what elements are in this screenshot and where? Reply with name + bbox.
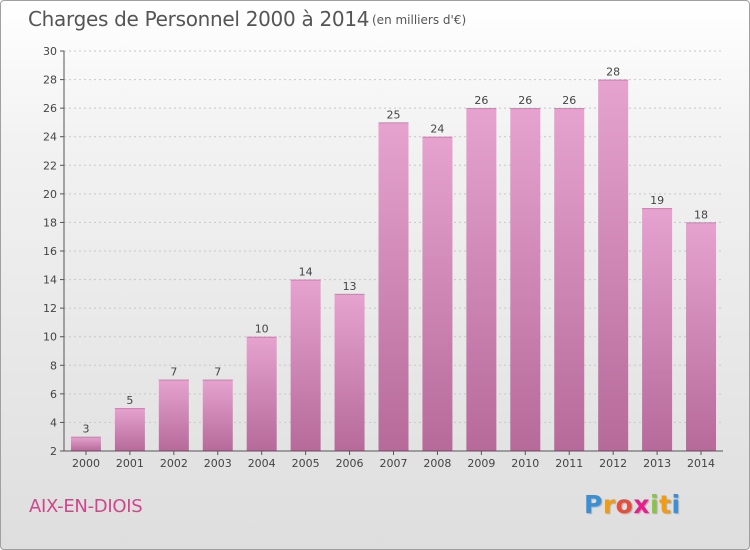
x-tick-label: 2001 xyxy=(116,457,144,470)
logo-letter: P xyxy=(584,490,603,519)
data-label: 25 xyxy=(387,108,401,121)
chart-title: Charges de Personnel 2000 à 2014 xyxy=(28,7,370,31)
data-label: 13 xyxy=(343,280,357,293)
bar xyxy=(554,108,585,452)
data-label: 28 xyxy=(606,66,620,79)
bar xyxy=(598,79,629,452)
x-tick-label: 2007 xyxy=(380,457,408,470)
logo-letter: x xyxy=(633,490,650,519)
data-label: 3 xyxy=(82,423,89,436)
y-tick-label: 4 xyxy=(50,416,57,429)
logo-letter: t xyxy=(659,490,672,519)
y-tick-label: 14 xyxy=(43,274,57,287)
y-tick-label: 8 xyxy=(50,359,57,372)
x-tick-label: 2008 xyxy=(423,457,451,470)
x-tick-label: 2002 xyxy=(160,457,188,470)
data-label: 26 xyxy=(518,94,532,107)
data-label: 26 xyxy=(474,94,488,107)
data-label: 18 xyxy=(694,208,708,221)
y-tick-label: 16 xyxy=(43,245,57,258)
bar xyxy=(422,136,453,451)
y-tick-label: 28 xyxy=(43,74,57,87)
data-label: 24 xyxy=(430,123,444,136)
town-name: AIX-EN-DIOIS xyxy=(29,496,143,517)
data-label: 7 xyxy=(170,366,177,379)
data-label: 10 xyxy=(255,323,269,336)
x-tick-label: 2014 xyxy=(687,457,715,470)
x-tick-label: 2000 xyxy=(72,457,100,470)
bar xyxy=(466,108,497,452)
bar xyxy=(686,222,717,451)
x-tick-label: 2011 xyxy=(555,457,583,470)
bar xyxy=(642,208,673,451)
y-tick-label: 20 xyxy=(43,188,57,201)
bars xyxy=(70,79,717,452)
y-tick-label: 12 xyxy=(43,302,57,315)
bar xyxy=(510,108,541,452)
y-tick-label: 30 xyxy=(43,45,57,58)
logo-letter: i xyxy=(650,490,660,519)
bar xyxy=(158,379,189,451)
bar xyxy=(246,336,277,451)
x-tick-label: 2005 xyxy=(292,457,320,470)
x-tick-label: 2010 xyxy=(511,457,539,470)
data-label: 5 xyxy=(126,394,133,407)
y-tick-label: 10 xyxy=(43,331,57,344)
data-labels: 3 5 7 7 10 14 13 25 24 26 26 26 28 19 18 xyxy=(82,66,708,436)
y-tick-label: 6 xyxy=(50,388,57,401)
data-label: 7 xyxy=(214,366,221,379)
x-tick-label: 2003 xyxy=(204,457,232,470)
data-label: 26 xyxy=(562,94,576,107)
x-tick-label: 2012 xyxy=(599,457,627,470)
bar xyxy=(290,279,321,451)
y-tick-label: 18 xyxy=(43,216,57,229)
bar xyxy=(70,436,101,451)
logo-letter: o xyxy=(615,490,634,519)
logo-letter: r xyxy=(602,490,616,519)
bar xyxy=(114,408,145,451)
y-tick-label: 26 xyxy=(43,102,57,115)
y-tick-label: 2 xyxy=(50,445,57,458)
proxiti-logo[interactable]: Proxiti xyxy=(584,490,681,519)
chart-subtitle: (en milliers d'€) xyxy=(372,13,467,27)
x-tick-label: 2006 xyxy=(336,457,364,470)
x-tick-label: 2009 xyxy=(467,457,495,470)
y-tick-label: 24 xyxy=(43,131,57,144)
y-tick-label: 22 xyxy=(43,159,57,172)
x-tick-label: 2004 xyxy=(248,457,276,470)
x-tick-label: 2013 xyxy=(643,457,671,470)
bar xyxy=(378,122,409,451)
bar xyxy=(202,379,233,451)
data-label: 14 xyxy=(299,266,313,279)
bar xyxy=(334,293,365,451)
data-label: 19 xyxy=(650,194,664,207)
logo-letter: i xyxy=(671,490,681,519)
